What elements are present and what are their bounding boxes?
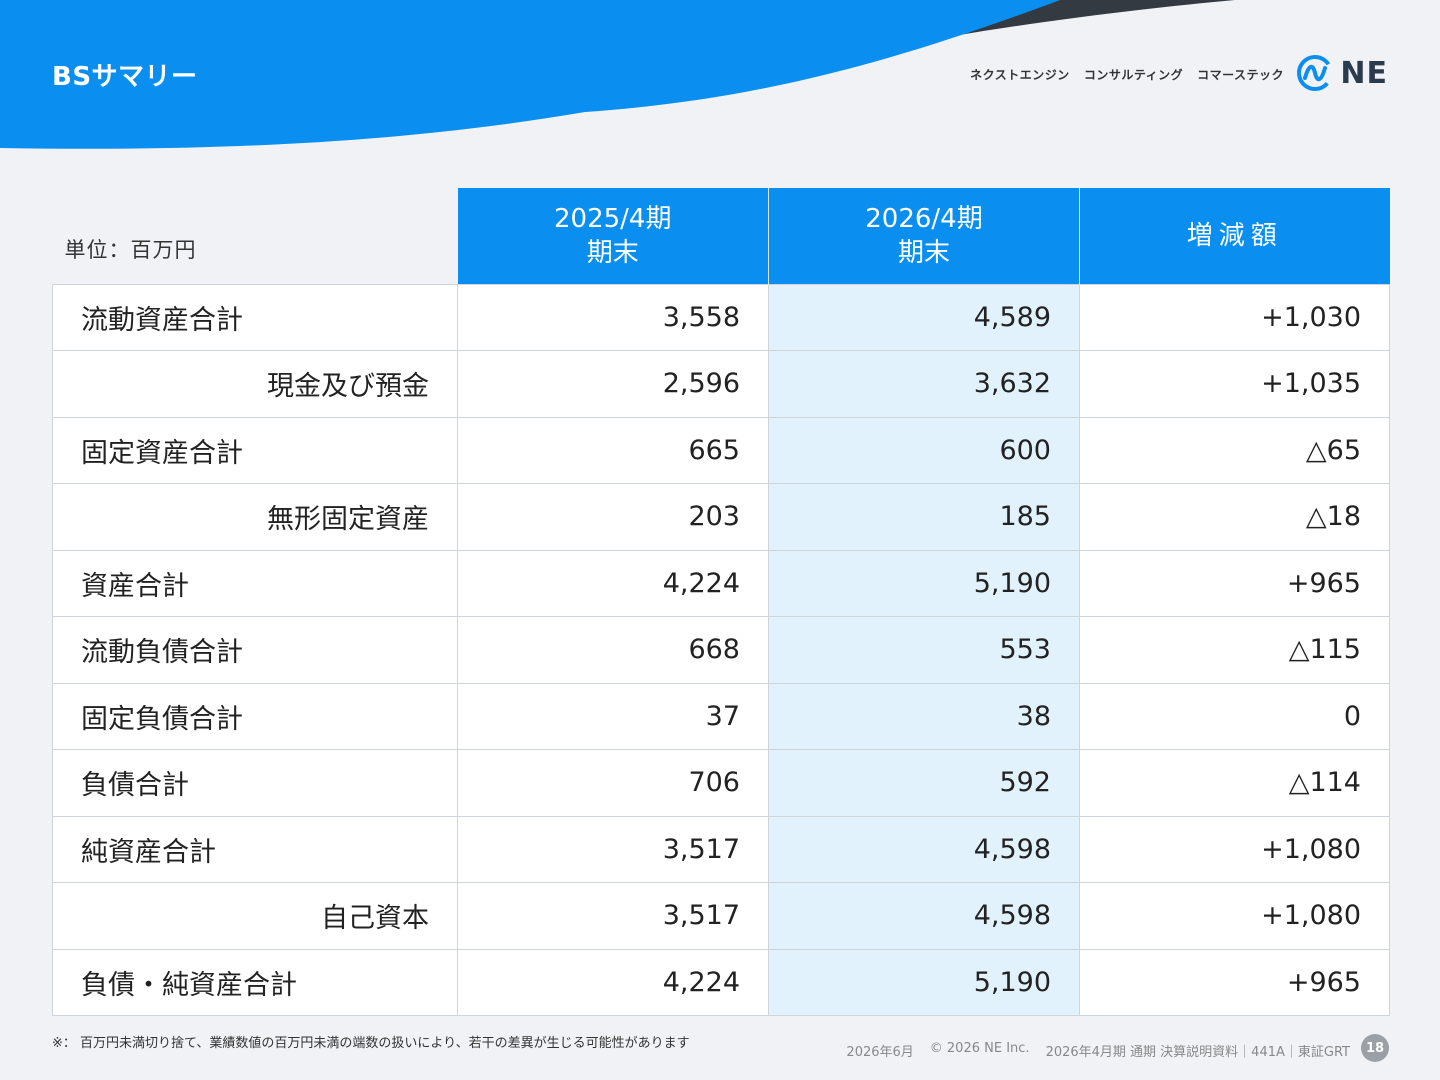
value-curr: 592 xyxy=(768,749,1080,817)
tagline-item: コマーステック xyxy=(1197,68,1284,82)
logo-mark-icon xyxy=(1297,55,1334,91)
column-header-diff: 増減額 xyxy=(1079,188,1390,284)
column-header-line: 期末 xyxy=(586,237,639,268)
row-label: 自己資本 xyxy=(52,882,458,950)
row-label: 固定負債合計 xyxy=(52,682,458,750)
table-row: 無形固定資産 203 185 △18 xyxy=(52,483,1390,551)
row-label: 現金及び預金 xyxy=(52,350,458,418)
table-row: 固定負債合計 37 38 0 xyxy=(52,682,1390,750)
tagline-item: コンサルティング xyxy=(1083,68,1184,82)
value-prev: 4,224 xyxy=(457,549,769,617)
footer-document-info: 2026年4月期 通期 決算説明資料｜441A｜東証GRT xyxy=(1045,1045,1350,1060)
value-prev: 4,224 xyxy=(457,948,769,1016)
column-header-line: 期末 xyxy=(897,237,950,268)
value-diff: +1,035 xyxy=(1079,350,1390,418)
table-row: 流動資産合計 3,558 4,589 +1,030 xyxy=(52,283,1390,351)
table-row: 資産合計 4,224 5,190 +965 xyxy=(52,549,1390,617)
row-label: 負債・純資産合計 xyxy=(52,948,458,1016)
value-prev: 37 xyxy=(457,682,769,750)
unit-label: 単位：百万円 xyxy=(64,237,197,262)
table-row: 負債・純資産合計 4,224 5,190 +965 xyxy=(52,948,1390,1016)
value-curr: 5,190 xyxy=(768,948,1080,1016)
value-curr: 185 xyxy=(768,483,1080,551)
value-diff: △18 xyxy=(1079,483,1390,551)
value-diff: 0 xyxy=(1079,682,1390,750)
column-header-curr: 2026/4期 期末 xyxy=(768,188,1080,284)
logo-text: NE xyxy=(1340,55,1388,91)
value-diff: △114 xyxy=(1079,749,1390,817)
table-row: 負債合計 706 592 △114 xyxy=(52,749,1390,817)
table-row: 固定資産合計 665 600 △65 xyxy=(52,416,1390,484)
value-prev: 706 xyxy=(457,749,769,817)
value-diff: +1,080 xyxy=(1079,815,1390,883)
table-row: 現金及び預金 2,596 3,632 +1,035 xyxy=(52,350,1390,418)
value-prev: 3,558 xyxy=(457,283,769,351)
value-curr: 553 xyxy=(768,616,1080,684)
footer: 2026年6月 © 2026 NE Inc. 2026年4月期 通期 決算説明資… xyxy=(846,1041,1350,1060)
page-number-badge: 18 xyxy=(1361,1034,1389,1062)
column-header-prev: 2025/4期 期末 xyxy=(457,188,769,284)
column-header-line: 2025/4期 xyxy=(554,203,672,234)
row-label: 無形固定資産 xyxy=(52,483,458,551)
tagline-item: ネクストエンジン xyxy=(970,68,1070,82)
row-label: 固定資産合計 xyxy=(52,416,458,484)
column-header-line: 2026/4期 xyxy=(865,203,983,234)
footnote: ※： 百万円未満切り捨て、業績数値の百万円未満の端数の扱いにより、若干の差異が生… xyxy=(52,1036,690,1051)
value-prev: 668 xyxy=(457,616,769,684)
table-body: 流動資産合計 3,558 4,589 +1,030 現金及び預金 2,596 3,632 +1… xyxy=(52,283,1390,1016)
value-prev: 2,596 xyxy=(457,350,769,418)
table-row: 自己資本 3,517 4,598 +1,080 xyxy=(52,882,1390,950)
table-row: 流動負債合計 668 553 △115 xyxy=(52,616,1390,684)
value-diff: △115 xyxy=(1079,616,1390,684)
value-curr: 4,589 xyxy=(768,283,1080,351)
table-row: 純資産合計 3,517 4,598 +1,080 xyxy=(52,815,1390,883)
table-header-row: 単位：百万円 2025/4期 期末 2026/4期 期末 増減額 xyxy=(53,188,1390,284)
row-label: 負債合計 xyxy=(52,749,458,817)
value-curr: 38 xyxy=(768,682,1080,750)
value-curr: 4,598 xyxy=(768,815,1080,883)
balance-sheet-table: 単位：百万円 2025/4期 期末 2026/4期 期末 増減額 流動資産合計 3… xyxy=(52,188,1390,1016)
row-label: 純資産合計 xyxy=(52,815,458,883)
footer-date: 2026年6月 xyxy=(846,1045,914,1060)
value-prev: 3,517 xyxy=(457,815,769,883)
row-label: 資産合計 xyxy=(52,549,458,617)
page-title: BSサマリー xyxy=(52,62,198,92)
company-tagline: ネクストエンジン コンサルティング コマーステック xyxy=(970,66,1284,83)
value-diff: +1,080 xyxy=(1079,882,1390,950)
footer-copyright: © 2026 NE Inc. xyxy=(929,1041,1030,1056)
column-header-line: 増減額 xyxy=(1186,220,1283,251)
row-label: 流動負債合計 xyxy=(52,616,458,684)
value-prev: 3,517 xyxy=(457,882,769,950)
value-diff: △65 xyxy=(1079,416,1390,484)
value-diff: +1,030 xyxy=(1079,283,1390,351)
value-diff: +965 xyxy=(1079,549,1390,617)
value-curr: 600 xyxy=(768,416,1080,484)
value-prev: 203 xyxy=(457,483,769,551)
value-curr: 5,190 xyxy=(768,549,1080,617)
value-curr: 3,632 xyxy=(768,350,1080,418)
row-label: 流動資産合計 xyxy=(52,283,458,351)
value-prev: 665 xyxy=(457,416,769,484)
company-logo: NE xyxy=(1296,54,1388,92)
header-wave-background xyxy=(0,0,1235,149)
value-diff: +965 xyxy=(1079,948,1390,1016)
value-curr: 4,598 xyxy=(768,882,1080,950)
